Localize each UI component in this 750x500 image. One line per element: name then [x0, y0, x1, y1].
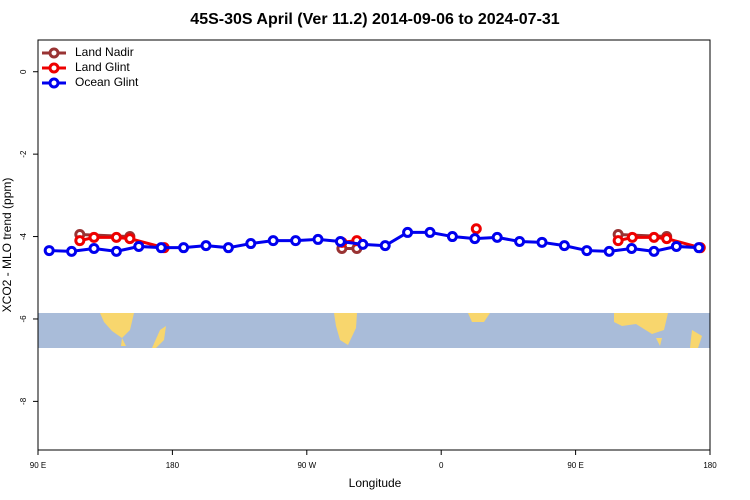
data-point: [178, 242, 190, 254]
data-point: [155, 242, 167, 254]
data-point: [603, 245, 615, 257]
x-tick-label: 90 E: [30, 461, 46, 470]
data-point: [110, 245, 122, 257]
data-point: [88, 243, 100, 255]
legend-label: Land Glint: [75, 60, 130, 74]
data-point: [133, 240, 145, 252]
data-point: [290, 235, 302, 247]
y-axis-label: XCO2 - MLO trend (ppm): [0, 178, 14, 313]
plot-frame: [37, 39, 711, 451]
data-point: [245, 238, 257, 250]
data-point: [446, 231, 458, 243]
data-point: [693, 242, 705, 254]
data-point: [66, 245, 78, 257]
x-tick-label: 90 E: [567, 461, 583, 470]
x-axis-label: Longitude: [349, 476, 402, 490]
data-point: [558, 240, 570, 252]
legend-marker: [48, 62, 60, 74]
x-tick-label: 180: [166, 461, 180, 470]
y-tick-label: -2: [19, 150, 28, 158]
data-point: [357, 238, 369, 250]
data-point: [648, 231, 660, 243]
y-tick-label: -4: [19, 232, 28, 240]
data-point: [670, 240, 682, 252]
data-point: [110, 231, 122, 243]
data-point: [334, 235, 346, 247]
data-point: [424, 226, 436, 238]
y-tick-label: -8: [19, 397, 28, 405]
legend-label: Land Nadir: [75, 45, 134, 59]
y-tick-label: 0: [19, 69, 28, 74]
data-point: [612, 235, 624, 247]
legend-marker: [48, 77, 60, 89]
data-point: [74, 235, 86, 247]
data-point: [581, 245, 593, 257]
data-point: [43, 245, 55, 257]
data-point: [379, 240, 391, 252]
data-point: [312, 233, 324, 245]
data-point: [536, 236, 548, 248]
data-point: [648, 245, 660, 257]
x-tick-label: 90 W: [297, 461, 316, 470]
data-point: [626, 231, 638, 243]
chart-title: 45S-30S April (Ver 11.2) 2014-09-06 to 2…: [190, 11, 560, 28]
map-strip: [38, 313, 710, 348]
x-tick-label: 0: [439, 461, 444, 470]
data-point: [491, 231, 503, 243]
data-point: [626, 243, 638, 255]
legend-marker: [48, 47, 60, 59]
data-point: [402, 226, 414, 238]
data-point: [470, 223, 482, 235]
data-point: [200, 240, 212, 252]
legend-label: Ocean Glint: [75, 75, 139, 89]
data-point: [222, 242, 234, 254]
data-point: [124, 233, 136, 245]
data-point: [514, 235, 526, 247]
data-point: [267, 235, 279, 247]
data-point: [469, 233, 481, 245]
x-tick-label: 180: [703, 461, 717, 470]
data-point: [661, 233, 673, 245]
y-tick-label: -6: [19, 315, 28, 323]
data-point: [88, 231, 100, 243]
